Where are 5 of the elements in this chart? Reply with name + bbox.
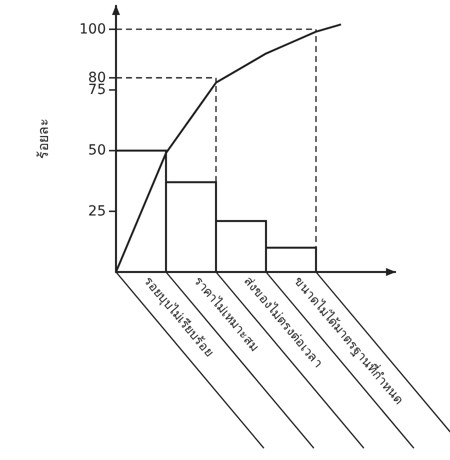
y-axis-title: ร้อยละ — [36, 118, 52, 159]
y-tick-label: 25 — [88, 203, 106, 220]
y-tick-label: 50 — [88, 142, 106, 159]
y-tick-label: 100 — [79, 21, 106, 38]
y-tick-label: 75 — [88, 82, 106, 98]
